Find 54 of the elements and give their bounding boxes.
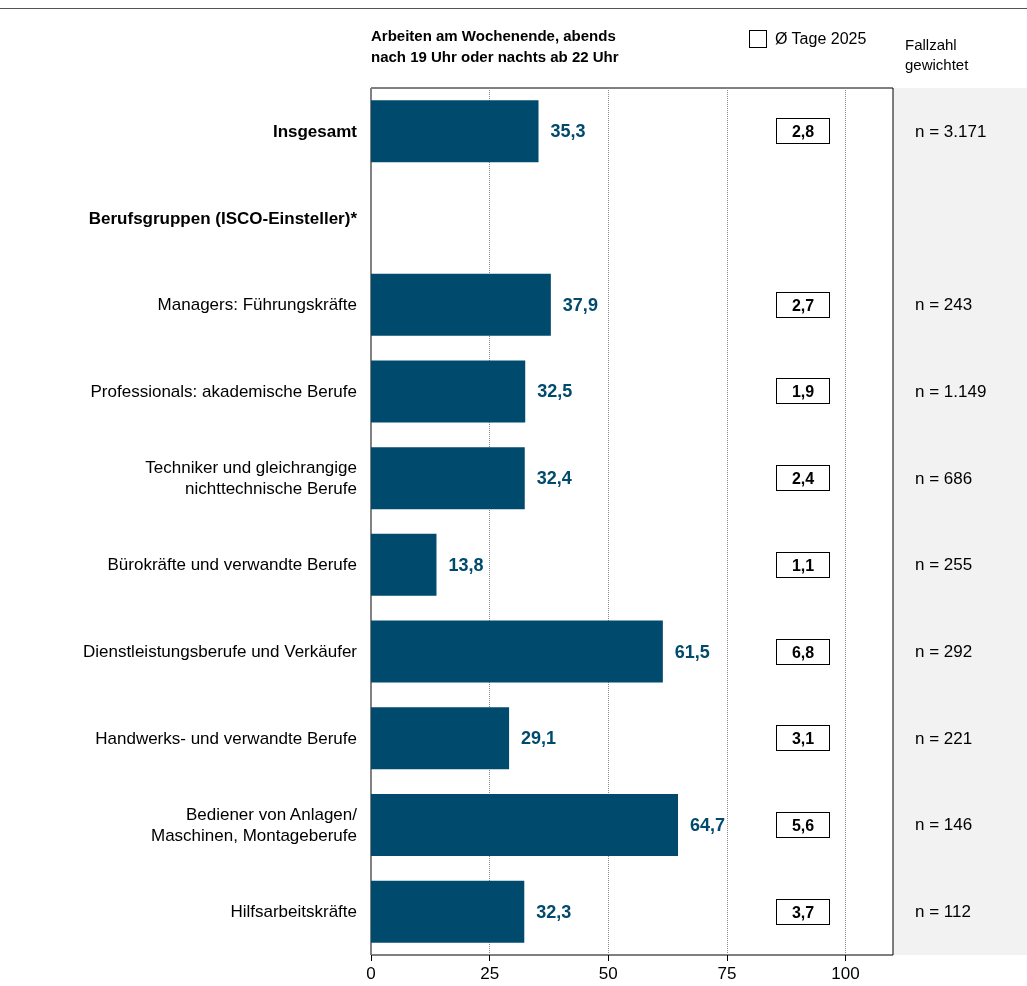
data-label: 32,4 <box>536 468 572 489</box>
data-label: 13,8 <box>448 554 484 575</box>
data-label: 35,3 <box>550 121 586 142</box>
x-tick-label: 75 <box>717 964 737 983</box>
y2-tick-label: n = 1.149 <box>915 381 987 401</box>
y-tick-label: Berufsgruppen (ISCO-Einsteller)* <box>88 208 358 228</box>
y-tick-label: Handwerks- und verwandte Berufe <box>95 728 357 748</box>
annotation: 3,7 <box>776 898 830 925</box>
data-label: 29,1 <box>521 728 557 749</box>
y-tick-label: Insgesamt <box>272 121 358 141</box>
y2-axis-title: Fallzahl gewichtet <box>905 35 970 73</box>
data-label: 64,7 <box>690 814 726 835</box>
bar <box>371 707 510 770</box>
bar <box>371 273 551 336</box>
bar <box>371 533 437 596</box>
annotation: 1,1 <box>776 551 830 578</box>
chart-title: Arbeiten am Wochenende, abends nach 19 Uhr oder nachts ab 22 Uhr <box>371 27 619 65</box>
bar <box>371 447 525 510</box>
x-tick-label: 0 <box>366 964 376 983</box>
y2-tick-label: n = 243 <box>915 295 973 315</box>
data-label: 61,5 <box>674 641 710 662</box>
data-label: 37,9 <box>562 294 598 315</box>
x-tick-label: 100 <box>831 964 860 983</box>
y2-tick-label: n = 112 <box>915 902 971 922</box>
y2-tick-label: n = 292 <box>915 642 973 662</box>
y-tick-label: Techniker und gleichrangige nichttechnische Berufe <box>145 458 357 499</box>
bar <box>371 620 663 683</box>
bar <box>371 100 539 163</box>
bar <box>371 360 526 423</box>
annotation: 3,1 <box>776 725 830 752</box>
y-tick-label: Professionals: akademische Berufe <box>90 381 357 401</box>
y2-tick-label: n = 255 <box>915 555 973 575</box>
bar <box>371 793 679 856</box>
annotation: 1,9 <box>776 378 830 405</box>
data-label: 32,3 <box>536 901 572 922</box>
y-tick-label: Managers: Führungskräfte <box>157 295 357 315</box>
y2-tick-label: n = 221 <box>915 728 973 748</box>
x-tick-label: 25 <box>480 964 500 983</box>
y2-tick-label: n = 686 <box>915 468 973 488</box>
data-label: 32,5 <box>537 381 573 402</box>
text: Ø Tage 2025 <box>775 30 867 48</box>
y2-tick-label: n = 3.171 <box>915 121 987 141</box>
annotation: 6,8 <box>776 638 830 665</box>
y-tick-label: Hilfsarbeitskräfte <box>230 902 357 922</box>
annotation: 2,8 <box>776 118 830 145</box>
y-tick-label: Bediener von Anlagen/ Maschinen, Montageberufe <box>150 804 358 845</box>
annotation: 2,7 <box>776 291 830 318</box>
x-tick-label: 50 <box>598 964 618 983</box>
y2-tick-label: n = 146 <box>915 815 973 835</box>
annotation: 5,6 <box>776 811 830 838</box>
y-tick-label: Bürokräfte und verwandte Berufe <box>107 555 357 575</box>
y-tick-label: Dienstleistungsberufe und Verkäufer <box>82 642 358 662</box>
annotation: 2,4 <box>776 465 830 492</box>
bar <box>371 880 525 943</box>
